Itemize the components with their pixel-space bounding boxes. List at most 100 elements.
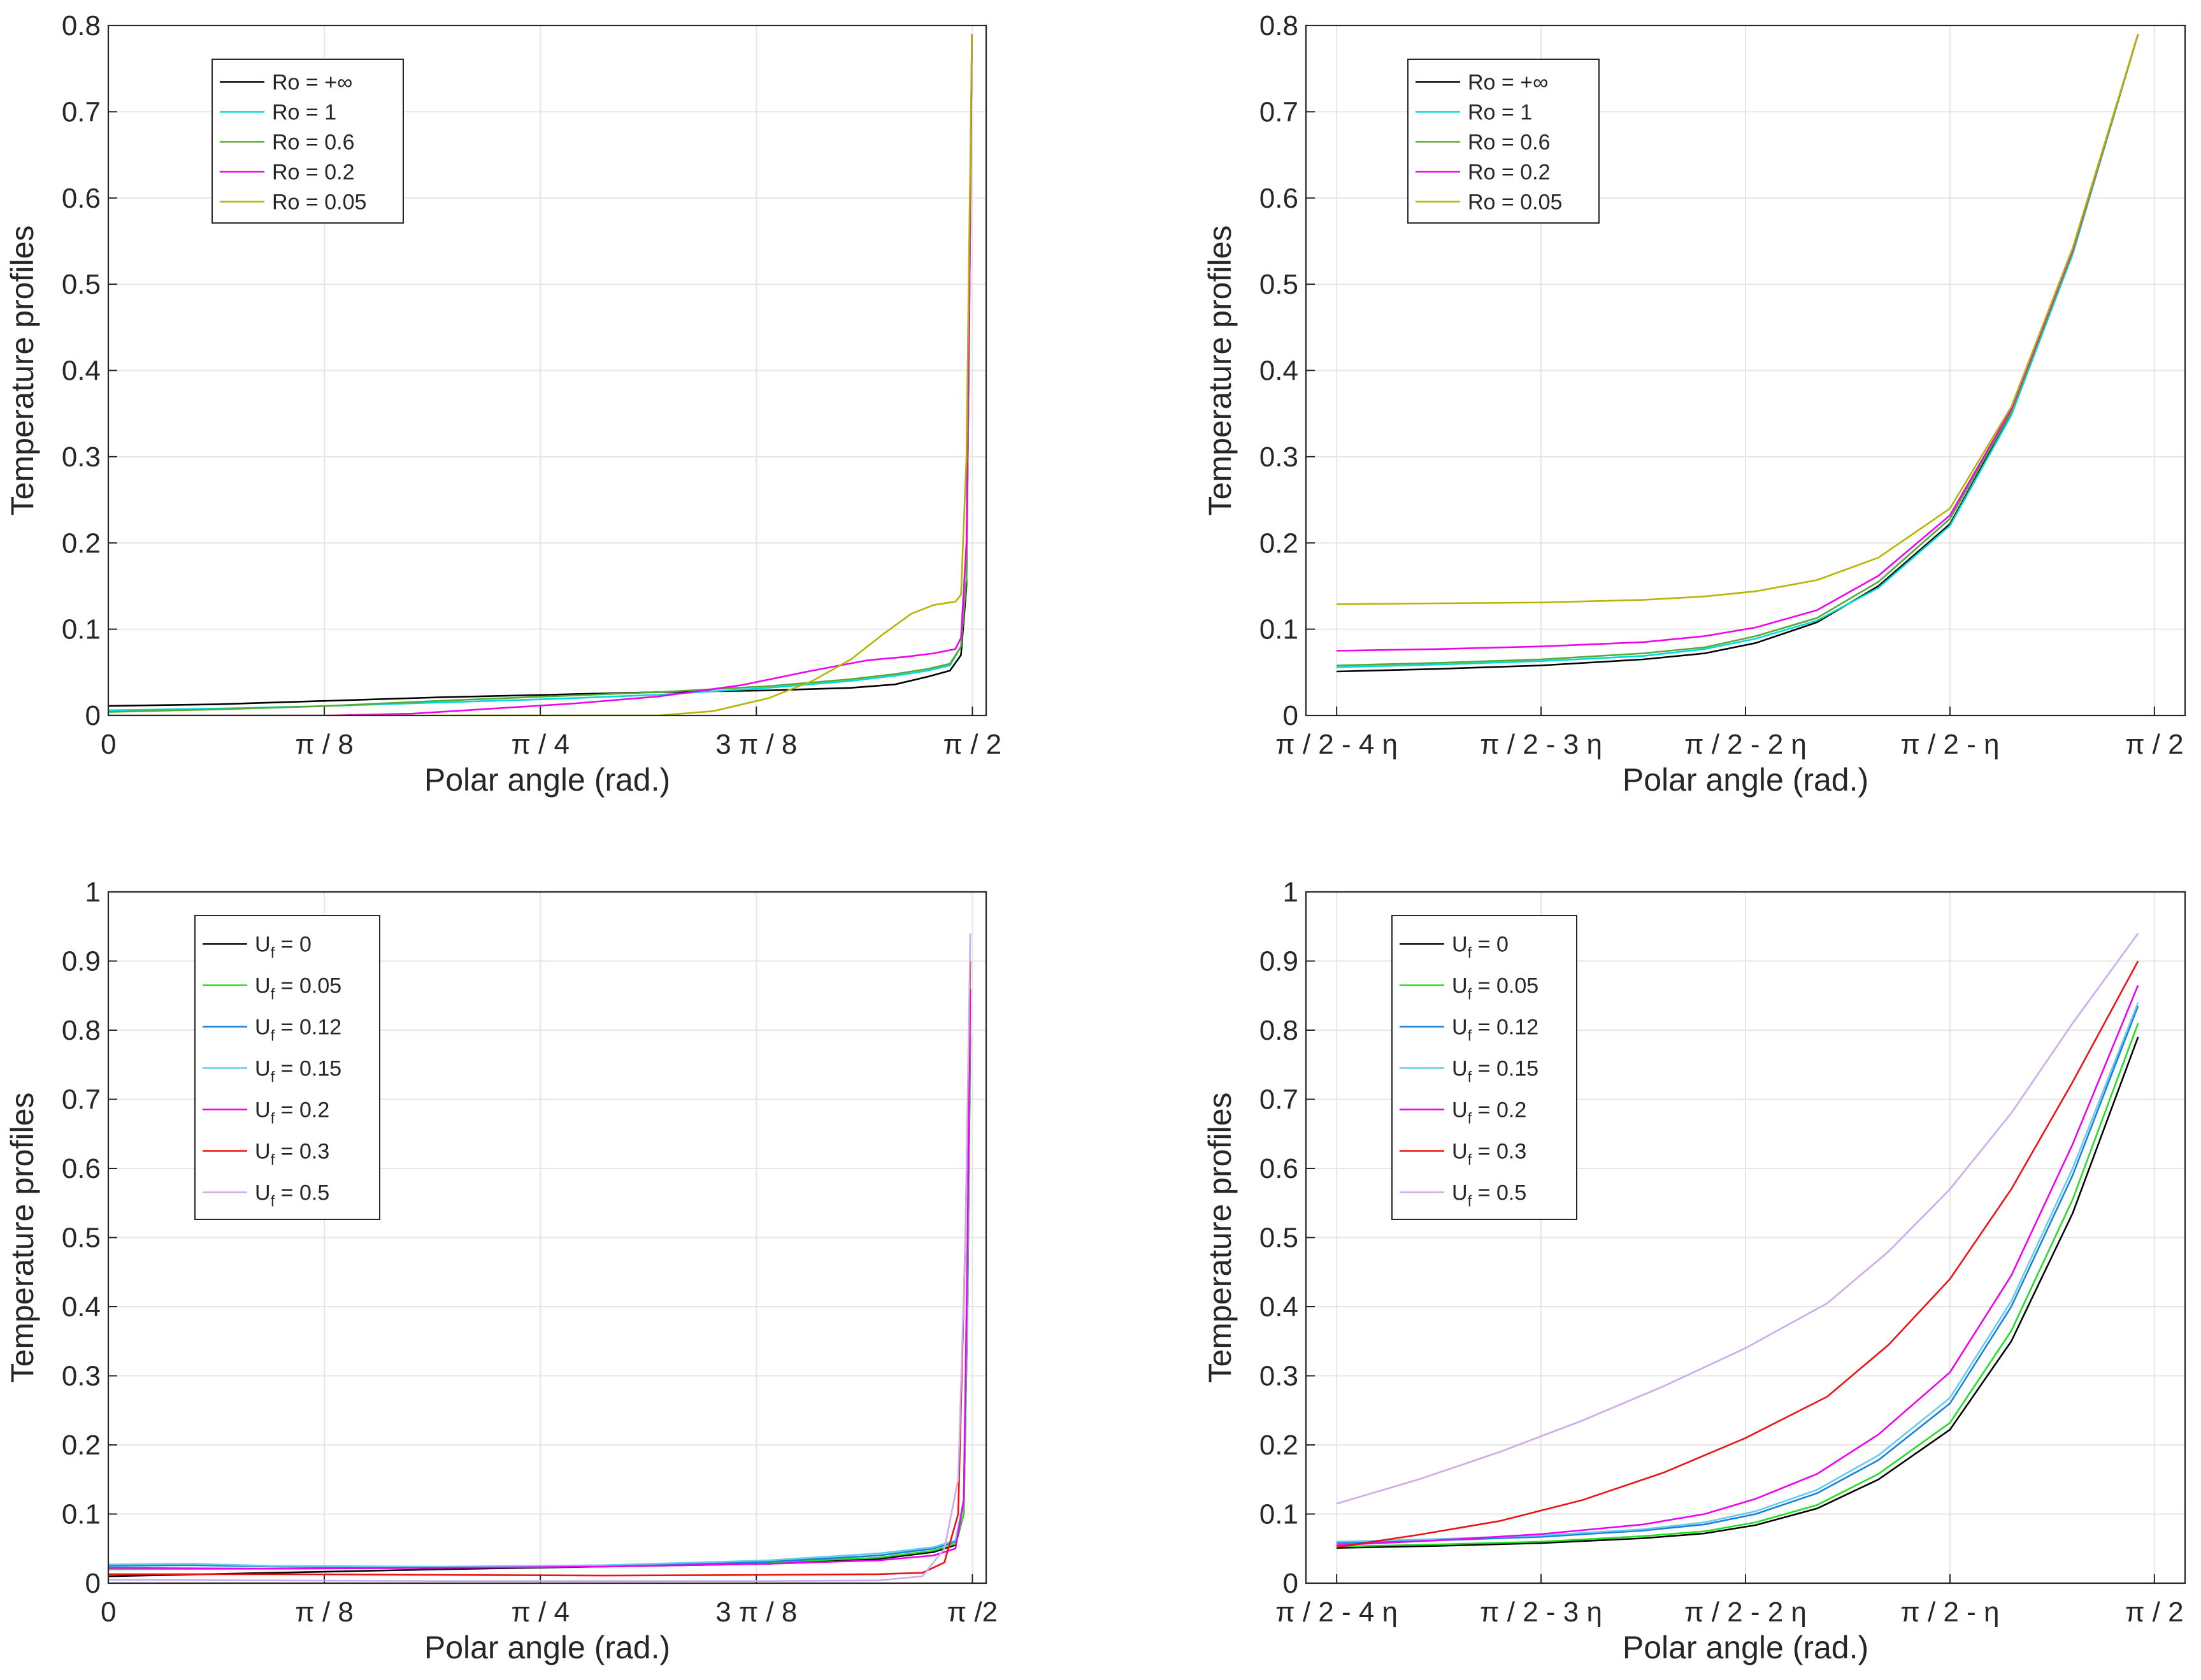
y-axis-label: Temperature profiles — [4, 226, 40, 516]
y-tick-label: 0.3 — [1259, 1361, 1298, 1392]
y-tick-label: 0.7 — [1259, 96, 1298, 127]
y-tick-label: 0 — [1283, 1568, 1298, 1599]
legend-label-rest: = 0.5 — [275, 1181, 329, 1205]
y-tick-label: 0.5 — [62, 1223, 101, 1254]
x-tick-label: π / 2 - 4 η — [1275, 1597, 1398, 1628]
series-line-6 — [1336, 933, 2139, 1505]
legend-label: Uf = 0.05 — [1452, 974, 1538, 1003]
y-tick-label: 0.6 — [1259, 183, 1298, 214]
x-tick-label: π / 2 — [2125, 1597, 2184, 1628]
x-tick-label: π / 2 - 4 η — [1275, 729, 1398, 760]
series-line-2 — [1337, 1005, 2139, 1544]
x-tick-label: π / 8 — [295, 1597, 354, 1628]
x-tick-label: π / 2 - η — [1900, 1597, 1999, 1628]
x-tick-label: π / 2 - 2 η — [1684, 729, 1807, 760]
legend-box — [1407, 59, 1600, 224]
x-axis-label: Polar angle (rad.) — [424, 762, 670, 798]
y-tick-label: 0 — [85, 700, 101, 731]
legend-label-rest: = 0.05 — [275, 974, 341, 998]
y-tick-label: 0.2 — [1259, 528, 1298, 559]
series-line-4 — [108, 988, 971, 1570]
series-line-3 — [1337, 34, 2139, 652]
legend-label-rest: = 0.5 — [1472, 1181, 1526, 1205]
legend-label: Uf = 0.3 — [255, 1140, 329, 1169]
legend-label: Ro = +∞ — [272, 71, 352, 95]
y-tick-label: 0.1 — [1259, 614, 1298, 645]
panel-top-right: 0 0.1 0.2 0.3 0.4 0.5 0.6 0.7 0.8 π / 2 - 4 η π / … — [1202, 10, 2186, 798]
panel-bottom-left: 0 0.1 0.2 0.3 0.4 0.5 0.6 0.7 0.8 0.9 1 0 π / 8 π / 4… — [4, 877, 998, 1665]
x-tick-label: 3 π / 8 — [715, 1597, 797, 1628]
legend-label-rest: = 0 — [275, 933, 312, 957]
axes-box — [107, 891, 987, 1584]
x-axis-label: Polar angle (rad.) — [1623, 762, 1868, 798]
series-group — [1336, 933, 2139, 1549]
legend-label-main: U — [1452, 1181, 1468, 1205]
legend-label-sub: f — [271, 1193, 275, 1210]
legend-label-rest: = 0 — [1472, 933, 1509, 957]
y-tick-label: 0.4 — [1259, 355, 1298, 387]
legend-label-main: U — [255, 1098, 271, 1123]
y-axis-label: Temperature profiles — [1202, 1093, 1238, 1383]
legend-label: Ro = 1 — [1468, 101, 1532, 125]
y-axis-label: Temperature profiles — [1202, 226, 1238, 516]
y-tick-label: 0 — [85, 1568, 101, 1599]
axes-box — [1305, 24, 2186, 717]
legend-label-rest: = 0.15 — [275, 1057, 341, 1081]
legend-label-rest: = 0.12 — [275, 1016, 341, 1040]
legend-label: Uf = 0.15 — [1452, 1057, 1538, 1086]
legend-label-main: U — [1452, 1016, 1468, 1040]
legend-label: Uf = 0.12 — [1452, 1016, 1538, 1045]
legend-label-main: U — [255, 933, 271, 957]
legend-label: Uf = 0.2 — [1452, 1098, 1526, 1128]
x-tick-label: π / 2 - 2 η — [1684, 1597, 1807, 1628]
legend-label-sub: f — [1468, 1069, 1472, 1086]
legend-label-sub: f — [1468, 945, 1472, 962]
legend-label: Ro = 0.6 — [1468, 131, 1550, 155]
legend-label-main: U — [1452, 1098, 1468, 1123]
y-tick-label: 0.6 — [1259, 1153, 1298, 1184]
legend-label-main: U — [1452, 1057, 1468, 1081]
y-tick-label: 0.7 — [62, 96, 101, 127]
y-tick-label: 0.3 — [62, 442, 101, 473]
legend-label-main: U — [1452, 1140, 1468, 1164]
legend-label-rest: = 0.2 — [275, 1098, 329, 1123]
legend-label-sub: f — [1468, 986, 1472, 1003]
legend-label: Ro = 0.05 — [1468, 190, 1562, 215]
legend: Ro = +∞ Ro = 1 Ro = 0.6 Ro = 0.2 Ro = 0.05 — [211, 59, 404, 224]
x-tick-label: 0 — [101, 1597, 116, 1628]
x-tick-label: 0 — [101, 729, 116, 760]
x-tick-label: π / 4 — [511, 1597, 570, 1628]
x-tick-label: π / 2 - 3 η — [1480, 1597, 1602, 1628]
legend-label: Uf = 0 — [255, 933, 312, 962]
legend-label: Ro = 0.2 — [272, 161, 354, 185]
legend-label: Uf = 0.2 — [255, 1098, 329, 1128]
y-tick-label: 0 — [1283, 700, 1298, 731]
x-tick-label: π / 2 - 3 η — [1480, 729, 1602, 760]
series-line-1 — [1337, 34, 2139, 668]
y-tick-label: 0.1 — [62, 614, 101, 645]
legend-label: Uf = 0.5 — [255, 1181, 329, 1210]
x-tick-label: π / 2 — [943, 729, 1002, 760]
y-tick-label: 1 — [1283, 877, 1298, 908]
series-line-3 — [108, 34, 973, 715]
y-tick-label: 0.4 — [1259, 1291, 1298, 1323]
series-line-6 — [108, 933, 971, 1582]
series-group — [108, 34, 973, 715]
legend-label: Ro = 0.6 — [272, 131, 354, 155]
legend-label: Ro = +∞ — [1468, 71, 1548, 95]
series-group — [108, 933, 971, 1582]
series-line-5 — [1336, 960, 2139, 1548]
legend-label: Ro = 0.05 — [272, 190, 366, 215]
y-axis-label: Temperature profiles — [4, 1093, 40, 1383]
y-tick-label: 1 — [85, 877, 101, 908]
legend-label-rest: = 0.3 — [1472, 1140, 1526, 1164]
y-tick-label: 0.9 — [1259, 946, 1298, 977]
y-tick-label: 0.4 — [62, 1291, 101, 1323]
x-tick-label: π / 4 — [511, 729, 570, 760]
legend-label: Uf = 0.12 — [255, 1016, 341, 1045]
legend-label-sub: f — [271, 986, 275, 1003]
panel-bottom-right: 0 0.1 0.2 0.3 0.4 0.5 0.6 0.7 0.8 0.9 1 π / 2 - 4 η… — [1202, 877, 2186, 1665]
legend-label-sub: f — [271, 1152, 275, 1169]
